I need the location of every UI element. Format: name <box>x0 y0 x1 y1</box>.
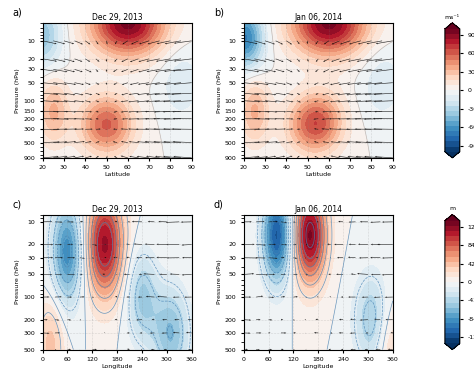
Title: Jan 06, 2014: Jan 06, 2014 <box>294 205 342 214</box>
PathPatch shape <box>445 152 460 158</box>
Y-axis label: Pressure (hPa): Pressure (hPa) <box>217 260 222 304</box>
Text: d): d) <box>214 199 224 209</box>
Title: ms⁻¹: ms⁻¹ <box>445 15 460 20</box>
Text: a): a) <box>13 7 23 17</box>
Title: Jan 06, 2014: Jan 06, 2014 <box>294 13 342 22</box>
Title: Dec 29, 2013: Dec 29, 2013 <box>92 13 143 22</box>
Title: Dec 29, 2013: Dec 29, 2013 <box>92 205 143 214</box>
PathPatch shape <box>445 215 460 221</box>
Y-axis label: Pressure (hPa): Pressure (hPa) <box>217 68 222 113</box>
X-axis label: Latitude: Latitude <box>305 172 331 177</box>
PathPatch shape <box>445 344 460 350</box>
Y-axis label: Pressure (hPa): Pressure (hPa) <box>16 260 20 304</box>
Text: c): c) <box>13 199 22 209</box>
Text: b): b) <box>214 7 224 17</box>
Title: m: m <box>449 206 456 211</box>
X-axis label: Latitude: Latitude <box>104 172 130 177</box>
X-axis label: Longitude: Longitude <box>302 364 334 369</box>
Y-axis label: Pressure (hPa): Pressure (hPa) <box>16 68 20 113</box>
X-axis label: Longitude: Longitude <box>101 364 133 369</box>
PathPatch shape <box>445 23 460 29</box>
